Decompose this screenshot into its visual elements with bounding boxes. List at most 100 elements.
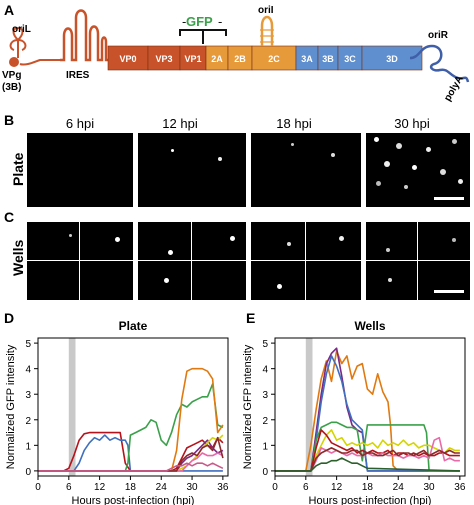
scale-bar (434, 197, 464, 200)
x-tick-label: 0 (272, 482, 278, 493)
plot-frame (274, 337, 466, 477)
y-tick-label: 3 (262, 390, 268, 401)
genome-segment-label: 3D (386, 54, 398, 64)
series-line-9 (275, 457, 460, 472)
cell-spot (277, 284, 282, 289)
cell-spot (168, 250, 173, 255)
series-line-4 (38, 367, 224, 472)
series-line-8 (275, 447, 460, 472)
genome-segment-label: VP3 (155, 54, 172, 64)
plate-image-18h (251, 133, 361, 207)
cell-spot (412, 165, 417, 170)
well-divider (305, 222, 306, 300)
series-line-6 (275, 429, 460, 472)
polyprotein-boxes: VP0 VP3 VP1 2A 2B 2C 3A 3B 3C 3D (107, 45, 423, 71)
y-tick-label: 0 (262, 467, 268, 478)
series-line-3 (275, 355, 460, 472)
genome-segment-label: 3C (344, 54, 356, 64)
cell-spot (458, 179, 463, 184)
vpg-marker-icon (9, 57, 19, 67)
x-axis-label: Hours post-infection (hpi) (309, 495, 432, 505)
well-divider (251, 260, 361, 261)
oriI-label: oriI (258, 5, 274, 16)
x-tick-label: 24 (156, 482, 168, 493)
series-line-4 (275, 421, 460, 472)
cell-spot (396, 143, 402, 149)
timepoint-header-6: 6 hpi (65, 116, 95, 131)
series-line-2 (38, 434, 223, 472)
x-tick-label: 18 (362, 482, 374, 493)
timepoint-header-18: 18 hpi (276, 116, 312, 131)
cell-spot (374, 137, 379, 142)
x-tick-label: 36 (454, 482, 466, 493)
cell-spot (426, 147, 431, 152)
x-tick-label: 30 (186, 482, 198, 493)
gfp-dash-left: - (182, 14, 186, 29)
x-tick-label: 6 (303, 482, 309, 493)
ires-label: IRES (66, 70, 90, 81)
vpg-label: VPg (2, 70, 21, 81)
wells-image-30h (366, 222, 470, 300)
genome-segment-label: VP0 (119, 54, 136, 64)
row-label-wells: Wells (10, 239, 26, 276)
panel-label-a: A (4, 2, 15, 18)
cell-spot (115, 237, 120, 242)
well-divider (79, 222, 80, 300)
genome-segment-label: 3B (322, 54, 334, 64)
y-tick-label: 5 (262, 339, 268, 350)
plate-image-6h (27, 133, 133, 207)
genome-segment-2c (251, 45, 297, 71)
cell-spot (386, 248, 390, 252)
y-axis-label: Normalized GFP intensity (242, 344, 254, 469)
well-divider (417, 222, 418, 300)
well-divider (366, 260, 470, 261)
y-tick-label: 3 (25, 390, 31, 401)
x-tick-label: 0 (35, 482, 41, 493)
cell-spot (452, 139, 457, 144)
shaded-band (68, 338, 76, 476)
vpg-sub-label: (3B) (2, 82, 21, 93)
cell-spot (339, 236, 344, 241)
genome-schematic: VP0 VP3 VP1 2A 2B 2C 3A 3B 3C 3D oriL VPg (3B) IR… (0, 0, 474, 110)
scale-bar (434, 290, 464, 293)
genome-segment-3c (337, 45, 363, 71)
x-tick-label: 30 (423, 482, 435, 493)
x-tick-label: 12 (94, 482, 106, 493)
genome-segment-2b (227, 45, 253, 71)
cell-spot (384, 161, 390, 167)
genome-segment-label: 3A (301, 54, 313, 64)
ires-stemloops-icon (60, 9, 108, 62)
wells-image-12h (138, 222, 246, 300)
series-line-3 (38, 383, 224, 472)
y-tick-label: 5 (25, 339, 31, 350)
panel-label-d: D (4, 310, 15, 326)
row-label-plate: Plate (10, 152, 26, 186)
chart-title: Wells (354, 319, 385, 333)
cell-spot (376, 181, 381, 186)
panel-label-b: B (4, 112, 15, 128)
gfp-label: GFP (186, 14, 213, 29)
cell-spot (440, 169, 446, 175)
cell-spot (171, 149, 174, 152)
y-tick-label: 1 (262, 441, 268, 452)
series-line-9 (38, 462, 224, 472)
series-line-8 (38, 436, 224, 472)
cell-spot (331, 153, 335, 157)
genome-segment-vp3 (147, 45, 181, 71)
well-divider (191, 222, 192, 300)
polyA-label: polyA (442, 74, 465, 104)
cell-spot (287, 242, 291, 246)
x-tick-label: 36 (217, 482, 229, 493)
well-divider (27, 260, 133, 261)
chart-title: Plate (119, 319, 148, 333)
series-line-1 (275, 349, 460, 472)
shaded-band (305, 338, 313, 476)
oriR-polyA-icon (409, 44, 470, 83)
timepoint-header-30: 30 hpi (394, 116, 430, 131)
y-tick-label: 2 (25, 416, 31, 427)
genome-segment-label: 2B (234, 54, 246, 64)
y-tick-label: 4 (25, 365, 31, 376)
plate-image-30h (366, 133, 470, 207)
genome-segment-label: 2A (211, 54, 223, 64)
panel-label-e: E (246, 310, 256, 326)
